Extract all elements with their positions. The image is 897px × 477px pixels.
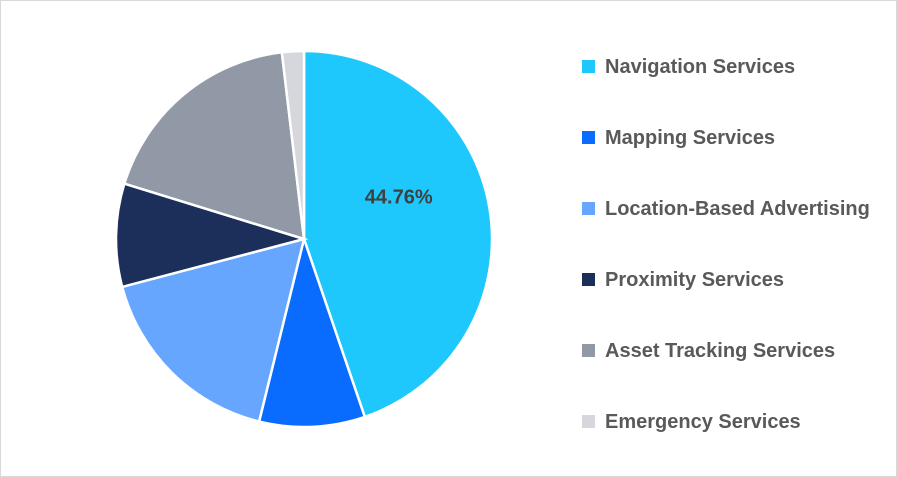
pie-slice-asset-tracking-services: [122, 50, 306, 241]
legend-label: Navigation Services: [605, 56, 795, 78]
legend-item: Proximity Services: [582, 269, 784, 291]
legend-label: Location-Based Advertising: [605, 198, 870, 220]
legend-swatch: [582, 202, 595, 215]
legend-swatch: [582, 60, 595, 73]
legend-swatch: [582, 273, 595, 286]
data-label: 44.76%: [365, 187, 433, 209]
legend-swatch: [582, 415, 595, 428]
legend-swatch: [582, 344, 595, 357]
pie-slice-navigation-services: [302, 49, 494, 419]
pie-slice-emergency-services: [280, 49, 306, 240]
legend-item: Location-Based Advertising: [582, 198, 870, 220]
legend-swatch: [582, 131, 595, 144]
legend-label: Emergency Services: [605, 411, 801, 433]
legend-label: Mapping Services: [605, 127, 775, 149]
legend-item: Navigation Services: [582, 56, 795, 78]
legend-item: Asset Tracking Services: [582, 340, 835, 362]
legend-item: Emergency Services: [582, 411, 801, 433]
pie-slice-location-based-advertising: [120, 237, 306, 424]
legend-label: Proximity Services: [605, 269, 784, 291]
pie-slice-mapping-services: [257, 234, 367, 429]
legend-item: Mapping Services: [582, 127, 775, 149]
legend-label: Asset Tracking Services: [605, 340, 835, 362]
pie-slice-proximity-services: [114, 182, 309, 289]
